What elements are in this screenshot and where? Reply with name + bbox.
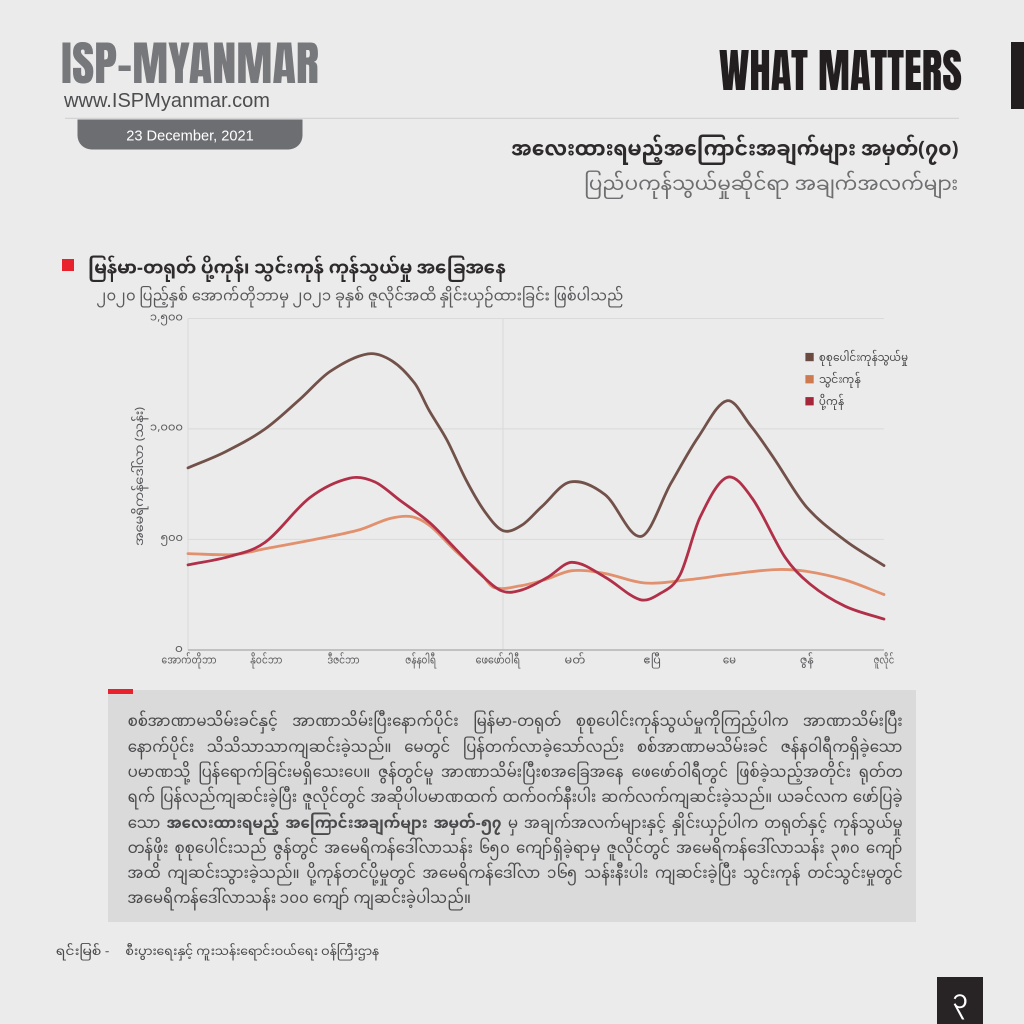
svg-text:သွင်းကုန်: သွင်းကုန် [819,369,861,393]
svg-text:ရင်းမြစ် -: ရင်းမြစ် - [56,940,109,966]
svg-text:စီးပွားရေးနှင့် ကူးသန်းရောင်းဝ: စီးပွားရေးနှင့် ကူးသန်းရောင်းဝယ်ရေး ဝန်က… [126,940,380,966]
svg-text:၃: ၃ [952,975,967,1024]
svg-text:အောက်တိုဘာ: အောက်တိုဘာ [162,650,217,674]
svg-text:၁,၅၀၀: ၁,၅၀၀ [150,306,183,330]
svg-text:WHAT MATTERS: WHAT MATTERS [719,35,962,106]
svg-text:www.ISPMyanmar.com: www.ISPMyanmar.com [63,90,270,112]
svg-text:ISP-MYANMAR: ISP-MYANMAR [61,27,319,99]
svg-text:ပြည်ပကုန်သွယ်မှုဆိုင်ရာ အချက်အ: ပြည်ပကုန်သွယ်မှုဆိုင်ရာ အချက်အလက်များ [584,166,958,207]
svg-text:၀: ၀ [175,638,183,662]
svg-text:မြန်မာ-တရုတ် ပို့ကုန်၊ သွင်းကု: မြန်မာ-တရုတ် ပို့ကုန်၊ သွင်းကုန် ကုန်သွယ… [88,252,506,290]
svg-text:နိုဝင်ဘာ: နိုဝင်ဘာ [250,650,282,674]
svg-text:ဧပြီ: ဧပြီ [644,650,662,674]
svg-text:ဇူလိုင်: ဇူလိုင် [874,650,895,674]
svg-text:မေ: မေ [723,650,737,674]
svg-text:23 December, 2021: 23 December, 2021 [126,128,254,145]
svg-text:စုစုပေါင်းကုန်သွယ်မှု: စုစုပေါင်းကုန်သွယ်မှု [819,347,908,371]
svg-text:အမေရိကန်ဒေါ်လာ (သန်း): အမေရိကန်ဒေါ်လာ (သန်း) [128,407,153,546]
svg-text:ဇွန်: ဇွန် [800,650,814,674]
svg-text:ဇန်နဝါရီ: ဇန်နဝါရီ [405,650,437,674]
svg-text:၁,၀၀၀: ၁,၀၀၀ [150,417,183,441]
svg-text:ဒီဇင်ဘာ: ဒီဇင်ဘာ [327,650,359,674]
svg-text:အလေးထားရမည့်အကြောင်းအချက်များ: အလေးထားရမည့်အကြောင်းအချက်များ အမှတ်(၇၀) [511,129,959,174]
svg-text:ဖေဖော်ဝါရီ: ဖေဖော်ဝါရီ [476,650,522,674]
svg-text:မတ်: မတ် [565,650,586,674]
svg-text:ပို့ကုန်: ပို့ကုန် [819,391,844,415]
svg-text:၅၀၀: ၅၀၀ [161,527,183,551]
svg-text:၂၀၂၀ ပြည့်နှစ် အောက်တိုဘာမှ ၂၀: ၂၀၂၀ ပြည့်နှစ် အောက်တိုဘာမှ ၂၀၂၁ ခုနှစ် … [97,280,624,313]
